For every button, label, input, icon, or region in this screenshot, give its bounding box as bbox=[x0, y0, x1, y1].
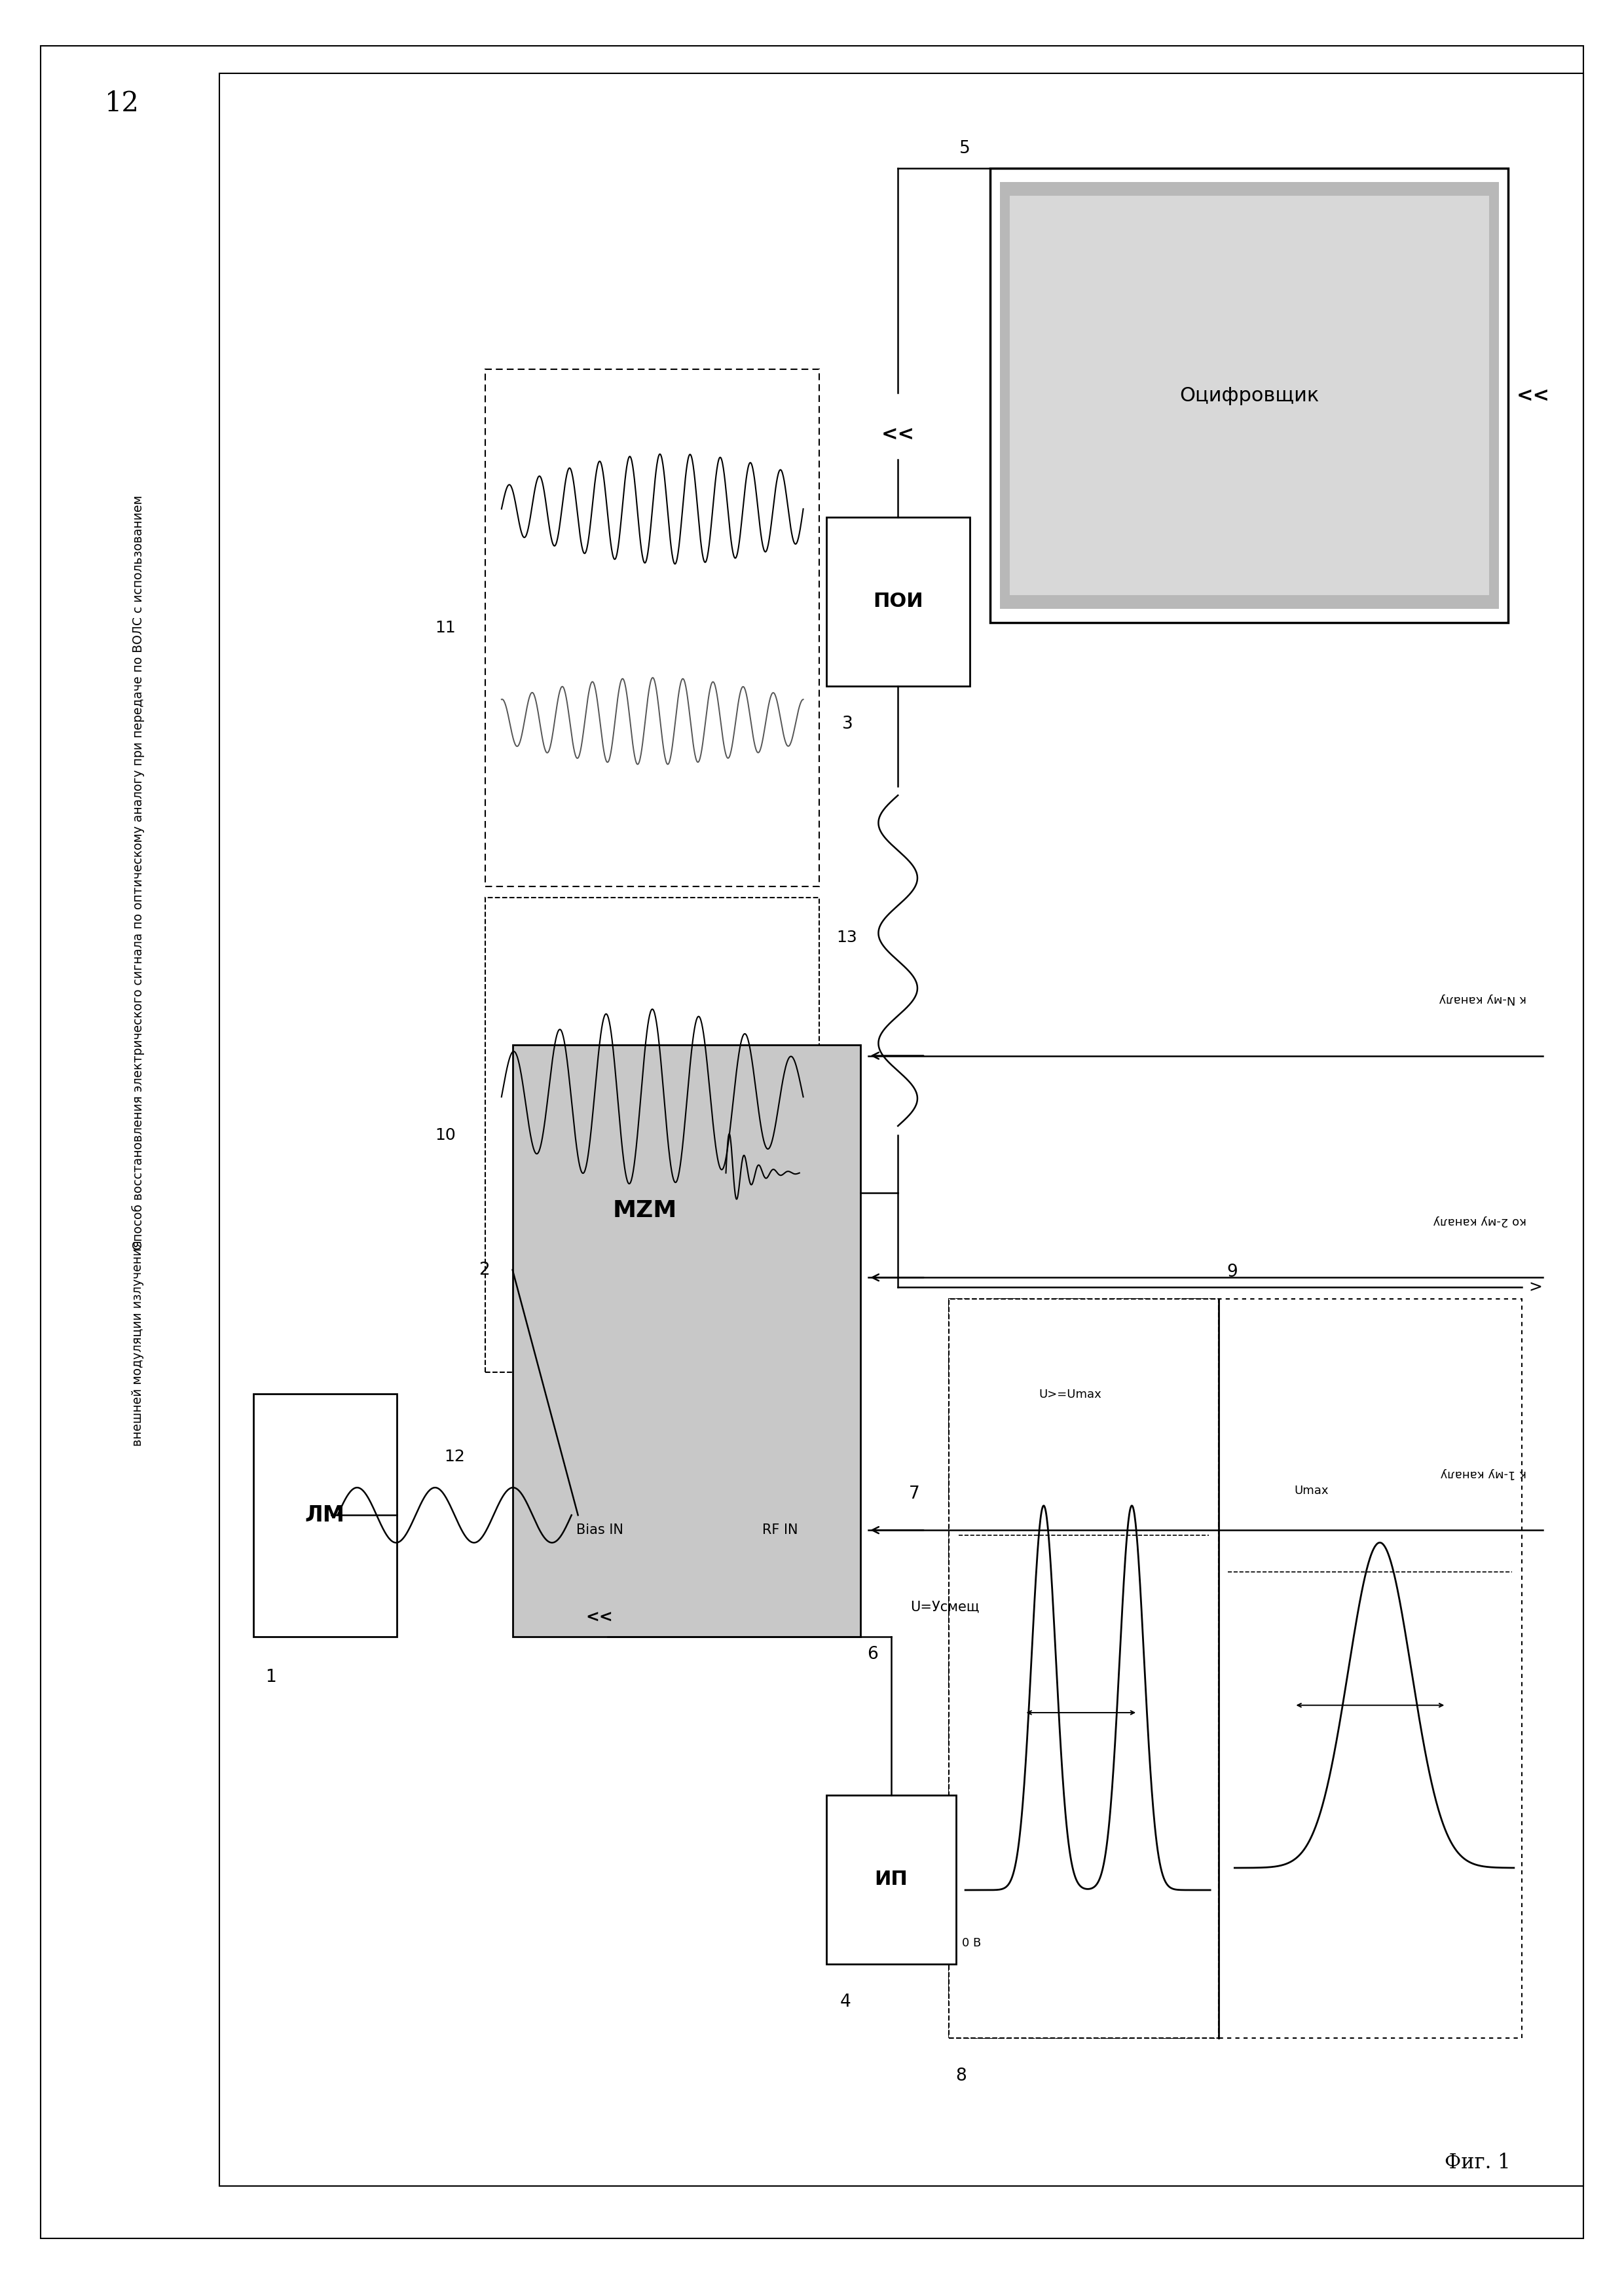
Text: <<: << bbox=[1517, 386, 1549, 404]
Text: 5: 5 bbox=[960, 140, 971, 156]
Bar bbox=[219, 73, 1583, 2186]
Text: 7: 7 bbox=[909, 1486, 921, 1502]
Text: к 1-му каналу: к 1-му каналу bbox=[1440, 1467, 1527, 1479]
Bar bbox=[991, 168, 1509, 622]
Text: 13: 13 bbox=[836, 930, 857, 946]
Bar bbox=[948, 1300, 1218, 2039]
Text: 12: 12 bbox=[443, 1449, 464, 1465]
Text: MZM: MZM bbox=[612, 1199, 677, 1221]
Text: 10: 10 bbox=[435, 1127, 456, 1143]
Text: U>=Umax: U>=Umax bbox=[1039, 1389, 1101, 1401]
Bar bbox=[513, 1045, 861, 1637]
Text: внешней модуляции излучения: внешней модуляции излучения bbox=[132, 1240, 145, 1446]
Text: 9: 9 bbox=[1226, 1263, 1237, 1281]
Text: 6: 6 bbox=[867, 1646, 879, 1662]
Text: 0 В: 0 В bbox=[961, 1938, 981, 1949]
Text: Способ восстановления электрического сигнала по оптическому аналогу при передаче: Способ восстановления электрического сиг… bbox=[132, 496, 145, 1249]
Text: U=Усмещ: U=Усмещ bbox=[911, 1600, 979, 1614]
Text: 3: 3 bbox=[843, 716, 853, 732]
Text: 11: 11 bbox=[435, 620, 456, 636]
Bar bbox=[948, 1300, 1522, 2039]
Text: >: > bbox=[1528, 1279, 1543, 1295]
Text: 2: 2 bbox=[479, 1261, 490, 1279]
Text: Фиг. 1: Фиг. 1 bbox=[1445, 2154, 1510, 2172]
Text: RF IN: RF IN bbox=[763, 1525, 799, 1536]
Text: 1: 1 bbox=[265, 1669, 276, 1685]
Text: ПОИ: ПОИ bbox=[872, 592, 922, 611]
Text: 8: 8 bbox=[955, 2069, 966, 2085]
Text: <<: << bbox=[882, 425, 914, 443]
Bar bbox=[827, 1795, 957, 1963]
Text: Оцифровщик: Оцифровщик bbox=[1179, 386, 1319, 404]
Text: ЛМ: ЛМ bbox=[305, 1504, 344, 1527]
Bar bbox=[827, 517, 970, 687]
Text: ко 2-му каналу: ко 2-му каналу bbox=[1432, 1215, 1527, 1226]
Text: Umax: Umax bbox=[1294, 1486, 1328, 1497]
Text: Bias IN: Bias IN bbox=[577, 1525, 624, 1536]
Bar bbox=[1000, 181, 1499, 608]
Bar bbox=[486, 370, 820, 886]
Text: <<: << bbox=[586, 1609, 614, 1626]
Text: ИП: ИП bbox=[874, 1869, 908, 1890]
Text: 4: 4 bbox=[840, 1993, 851, 2011]
Text: к N-му каналу: к N-му каналу bbox=[1439, 994, 1527, 1006]
Bar bbox=[253, 1394, 396, 1637]
Bar bbox=[1010, 195, 1489, 595]
Bar bbox=[486, 898, 820, 1373]
Text: 12: 12 bbox=[104, 90, 140, 117]
